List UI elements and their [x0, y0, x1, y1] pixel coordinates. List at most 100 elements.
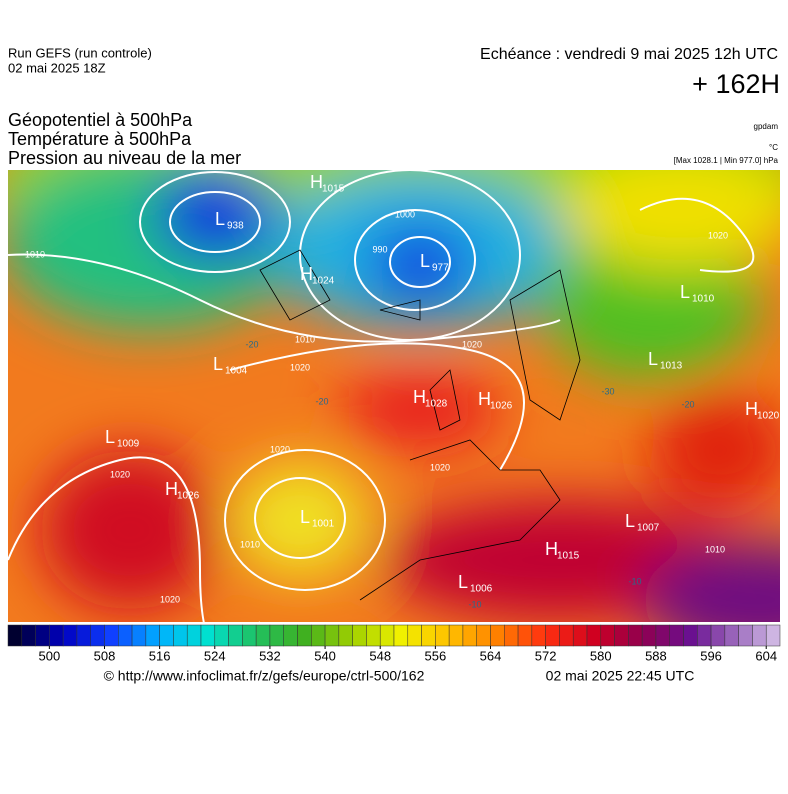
colorbar-label: 580: [590, 648, 612, 663]
center-letter: L: [648, 349, 658, 369]
colorbar-cell: [7, 624, 23, 647]
colorbar-cell: [545, 624, 560, 647]
center-letter: L: [300, 507, 310, 527]
center-value: 1010: [692, 294, 715, 305]
colorbar-label: 588: [645, 648, 667, 663]
colorbar-cell: [242, 624, 257, 647]
colorbar-label: 548: [369, 648, 391, 663]
center-letter: L: [105, 427, 115, 447]
isotherm-label: -20: [681, 399, 694, 409]
colorbar-cell: [338, 624, 353, 647]
center-letter: L: [458, 572, 468, 592]
isobar-label: 1020: [430, 462, 450, 472]
center-value: 1006: [470, 584, 493, 595]
colorbar-label: 596: [700, 648, 722, 663]
center-letter: H: [745, 399, 758, 419]
isobar-label: 1020: [110, 469, 130, 479]
isobar-label: 1010: [240, 539, 260, 549]
colorbar-label: 540: [314, 648, 336, 663]
colorbar-cell: [200, 624, 216, 647]
colorbar-cell: [504, 624, 519, 647]
colorbar-cell: [283, 624, 298, 647]
colorbar-cell: [407, 624, 422, 647]
isobar-label: 1010: [295, 334, 315, 344]
colorbar-cell: [118, 624, 133, 647]
colorbar-cell: [366, 624, 381, 647]
isobar-label: 990: [372, 244, 387, 254]
colorbar-cell: [214, 624, 229, 647]
colorbar-cell: [724, 624, 739, 647]
center-value: 1026: [177, 491, 200, 502]
colorbar-cell: [49, 624, 64, 647]
center-value: 1009: [117, 439, 140, 450]
valid-time: Echéance : vendredi 9 mai 2025 12h UTC: [480, 46, 778, 63]
center-value: 1004: [225, 366, 248, 377]
colorbar-label: 532: [259, 648, 281, 663]
colorbar-cell: [145, 624, 160, 647]
colorbar-label: 508: [94, 648, 116, 663]
isobar-label: 1020: [270, 444, 290, 454]
colorbar-cell: [379, 624, 395, 647]
unit: °C: [769, 143, 778, 152]
center-value: 1007: [637, 523, 660, 534]
center-value: 1026: [490, 401, 513, 412]
unit: [Max 1028.1 | Min 977.0] hPa: [674, 156, 779, 165]
colorbar-cell: [255, 624, 271, 647]
isobar-label: 1000: [395, 209, 415, 219]
legend-line: Pression au niveau de la mer: [8, 148, 241, 168]
center-letter: H: [545, 539, 558, 559]
colorbar-cell: [448, 624, 464, 647]
isotherm-label: -20: [245, 339, 258, 349]
center-value: 1015: [322, 184, 345, 195]
run-date: 02 mai 2025 18Z: [8, 60, 106, 75]
colorbar-cell: [738, 624, 753, 647]
colorbar-cell: [393, 624, 409, 647]
colorbar-cell: [683, 624, 698, 647]
center-letter: H: [478, 389, 491, 409]
isotherm-label: -10: [628, 576, 641, 586]
colorbar-cell: [297, 624, 312, 647]
colorbar-cell: [131, 624, 147, 647]
center-letter: L: [213, 354, 223, 374]
colorbar-cell: [21, 624, 36, 647]
colorbar-cell: [586, 624, 602, 647]
legend-line: Géopotentiel à 500hPa: [8, 110, 193, 130]
colorbar-label: 604: [755, 648, 777, 663]
colorbar-cell: [559, 624, 574, 647]
colorbar-cell: [352, 624, 367, 647]
colorbar-cell: [462, 624, 477, 647]
center-value: 938: [227, 221, 244, 232]
colorbar-cell: [669, 624, 684, 647]
center-letter: L: [625, 511, 635, 531]
colorbar-cell: [476, 624, 491, 647]
colorbar-cell: [710, 624, 726, 647]
colorbar-cell: [517, 624, 533, 647]
isobar-label: 1010: [25, 249, 45, 259]
center-value: 1024: [312, 276, 335, 287]
colorbar-cell: [35, 624, 50, 647]
isotherm-label: -10: [468, 599, 481, 609]
center-value: 1015: [557, 551, 580, 562]
center-letter: H: [300, 264, 313, 284]
colorbar-cell: [76, 624, 91, 647]
colorbar-label: 556: [425, 648, 447, 663]
run: Run GEFS (run controle): [8, 45, 152, 60]
center-value: 1020: [757, 411, 780, 422]
center-value: 1013: [660, 361, 683, 372]
colorbar-cell: [62, 624, 78, 647]
colorbar-cell: [104, 624, 119, 647]
colorbar-cell: [421, 624, 436, 647]
isobar-label: 1010: [705, 544, 725, 554]
center-value: 977: [432, 263, 449, 274]
colorbar-cell: [435, 624, 450, 647]
center-value: 1001: [312, 519, 335, 530]
colorbar-cell: [159, 624, 174, 647]
colorbar-cell: [173, 624, 188, 647]
colorbar-cell: [765, 624, 781, 647]
center-letter: L: [680, 282, 690, 302]
center-letter: L: [215, 209, 225, 229]
colorbar-cell: [628, 624, 643, 647]
colorbar-cell: [324, 624, 340, 647]
isobar-label: 1020: [160, 594, 180, 604]
